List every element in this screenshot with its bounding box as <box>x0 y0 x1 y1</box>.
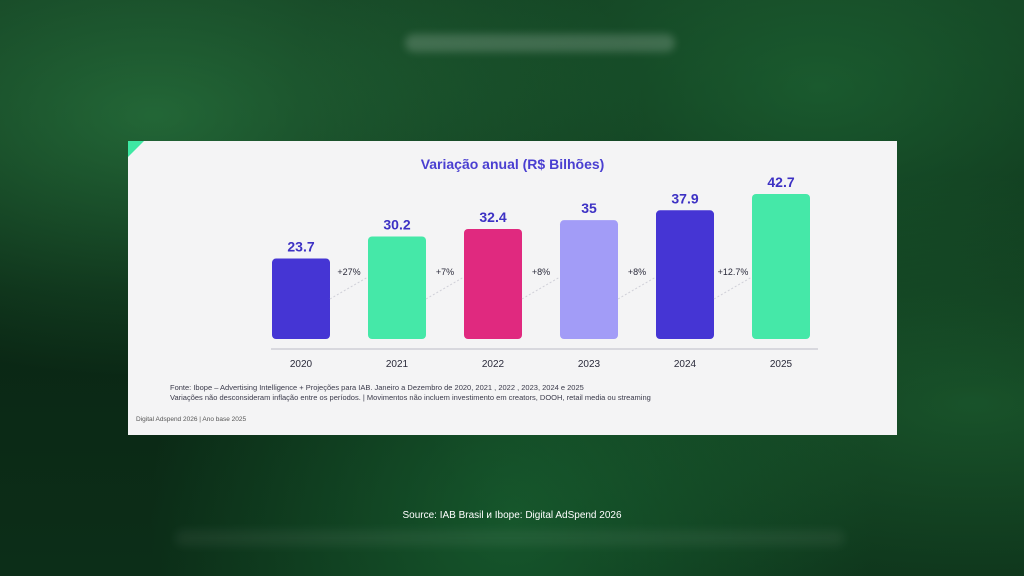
source-caption: Source: IAB Brasil и Ibope: Digital AdSp… <box>402 510 622 521</box>
x-tick-2020: 2020 <box>290 359 313 370</box>
x-tick-2024: 2024 <box>674 359 697 370</box>
value-label-2025: 42.7 <box>767 174 794 190</box>
corner-accent <box>128 141 144 157</box>
bar-2023 <box>560 220 618 339</box>
chart-card: Variação anual (R$ Bilhões) 23.7 2020 30.2… <box>128 141 897 435</box>
value-label-2023: 35 <box>581 200 597 216</box>
blurred-background-text <box>175 530 845 546</box>
x-tick-2023: 2023 <box>578 359 601 370</box>
growth-label-2022: +7% <box>436 267 454 277</box>
bar-chart: 23.7 2020 30.2 2021 32.4 2022 35 2023 37.9 2024 42… <box>271 174 818 370</box>
x-tick-2022: 2022 <box>482 359 505 370</box>
chart-footnote: Fonte: Ibope – Advertising Intelligence … <box>170 383 651 403</box>
blurred-background-heading <box>405 34 675 52</box>
growth-connector-3 <box>521 276 561 300</box>
footnote-variations-line: Variações não desconsideram inflação ent… <box>170 393 651 402</box>
x-tick-2021: 2021 <box>386 359 409 370</box>
growth-label-2025: +12.7% <box>718 267 749 277</box>
growth-label-2021: +27% <box>337 267 360 277</box>
growth-connector-1 <box>329 276 369 300</box>
growth-connector-2 <box>425 276 465 300</box>
chart-title: Variação anual (R$ Bilhões) <box>420 156 605 172</box>
report-footer: Digital Adspend 2026 | Ano base 2025 <box>136 416 247 423</box>
growth-label-2024: +8% <box>628 267 646 277</box>
value-label-2020: 23.7 <box>287 239 314 255</box>
bar-2020 <box>272 258 330 339</box>
growth-connector-4 <box>617 276 657 300</box>
value-label-2022: 32.4 <box>479 209 506 225</box>
bar-2022 <box>464 228 522 339</box>
value-label-2021: 30.2 <box>383 216 410 232</box>
bar-2024 <box>656 210 714 339</box>
bar-2021 <box>368 236 426 339</box>
bar-2025 <box>752 194 810 339</box>
footnote-source-line: Fonte: Ibope – Advertising Intelligence … <box>170 383 584 392</box>
x-tick-2025: 2025 <box>770 359 793 370</box>
growth-connector-5 <box>713 276 753 300</box>
growth-label-2023: +8% <box>532 267 550 277</box>
value-label-2024: 37.9 <box>671 190 698 206</box>
